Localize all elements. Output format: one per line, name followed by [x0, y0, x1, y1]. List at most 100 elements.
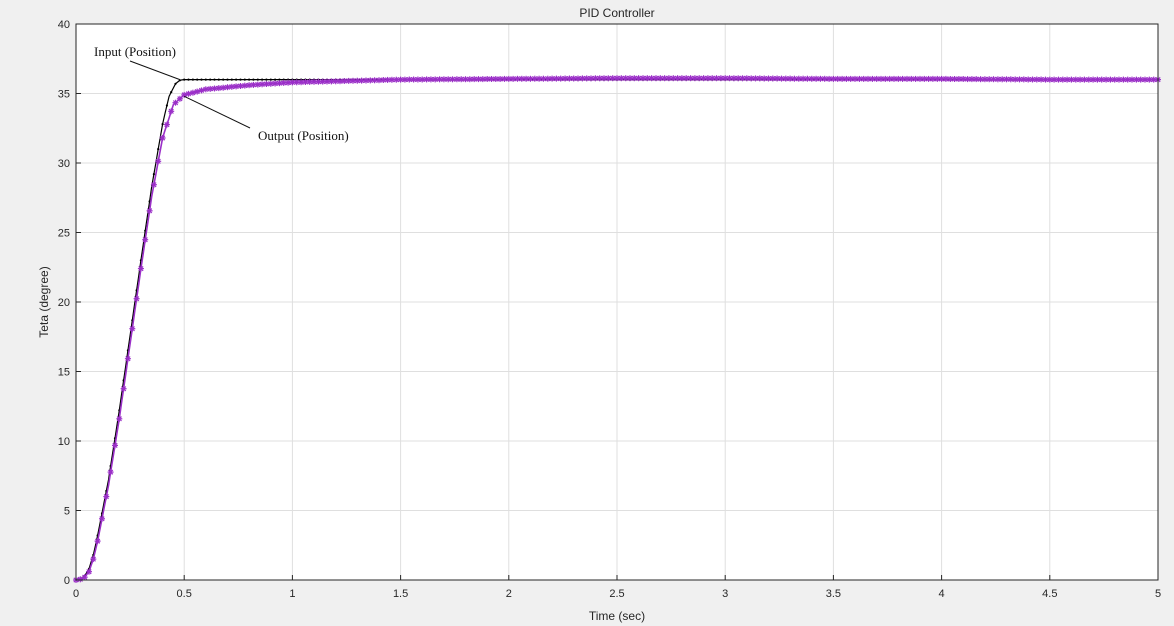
data-point: [276, 80, 283, 87]
x-tick-label: 1.5: [393, 588, 408, 600]
data-point: [226, 78, 229, 81]
data-point: [1081, 76, 1088, 83]
annotation-output-position: Output (Position): [258, 128, 349, 143]
y-tick-label: 40: [58, 19, 70, 31]
data-point: [165, 104, 168, 107]
data-point: [159, 135, 166, 141]
data-point: [90, 556, 97, 563]
series-layer: [73, 75, 1161, 583]
data-point: [256, 78, 259, 81]
x-tick-label: 4: [939, 588, 945, 600]
data-point: [142, 236, 149, 243]
data-point: [813, 75, 820, 82]
data-point: [157, 148, 160, 151]
data-point: [217, 78, 220, 81]
data-point: [895, 75, 902, 82]
data-point: [152, 173, 155, 176]
data-point: [332, 78, 339, 85]
x-tick-label: 2: [506, 588, 512, 600]
data-point: [168, 108, 175, 115]
chart-title: PID Controller: [579, 6, 654, 20]
y-tick-label: 0: [64, 575, 70, 587]
data-point: [609, 75, 616, 82]
data-point: [215, 85, 222, 92]
data-point: [81, 574, 88, 581]
x-axis-label: Time (sec): [589, 609, 645, 623]
data-point: [183, 78, 186, 81]
data-point: [1072, 76, 1079, 83]
data-point: [990, 76, 997, 83]
y-tick-label: 15: [58, 367, 70, 379]
x-tick-label: 0: [73, 588, 79, 600]
data-point: [973, 76, 980, 83]
data-point: [248, 78, 251, 81]
data-point: [116, 415, 123, 422]
data-point: [579, 75, 586, 82]
data-point: [176, 95, 183, 102]
data-point: [77, 576, 84, 583]
data-point: [929, 75, 936, 82]
data-point: [960, 76, 967, 82]
data-point: [185, 90, 192, 97]
data-point: [319, 78, 326, 85]
y-tick-label: 5: [64, 506, 70, 518]
data-point: [99, 515, 105, 522]
data-point: [436, 76, 443, 83]
data-point: [497, 76, 504, 82]
data-point: [222, 78, 225, 81]
data-point: [908, 75, 915, 82]
data-point: [657, 75, 664, 82]
data-point: [103, 493, 110, 500]
data-point: [235, 78, 238, 81]
data-point: [722, 75, 729, 82]
data-point: [252, 78, 255, 81]
data-point: [107, 469, 114, 476]
data-point: [514, 75, 521, 82]
data-point: [120, 385, 127, 392]
data-point: [704, 75, 711, 82]
data-point: [518, 75, 525, 82]
ticks: 0 0.5 1 1.5 2 2.5 3 3.5 4 4.5 5 0 5 10 15 20 25 30 35 40: [58, 19, 1161, 600]
data-point: [921, 75, 928, 82]
x-tick-label: 5: [1155, 588, 1161, 600]
data-point: [800, 75, 807, 82]
data-point: [280, 79, 287, 86]
data-point: [94, 538, 101, 545]
data-point: [328, 78, 335, 85]
data-point: [129, 325, 136, 332]
data-point: [196, 78, 199, 81]
data-point: [213, 78, 216, 81]
data-point: [717, 75, 724, 82]
data-point: [575, 75, 581, 82]
data-point: [198, 87, 205, 94]
data-point: [220, 84, 227, 91]
data-point: [161, 123, 164, 126]
data-point: [1020, 76, 1027, 83]
data-point: [860, 75, 867, 82]
data-point: [354, 77, 361, 84]
data-point: [163, 121, 170, 128]
data-point: [1025, 76, 1032, 83]
data-point: [618, 75, 625, 82]
data-point: [955, 76, 962, 82]
annotations: Input (Position) Output (Position): [94, 44, 349, 143]
data-point: [274, 78, 277, 81]
data-point: [112, 442, 118, 449]
data-point: [1137, 76, 1144, 83]
data-point: [172, 99, 179, 106]
data-point: [137, 265, 144, 272]
data-point: [233, 83, 240, 90]
annotation-input-position: Input (Position): [94, 44, 176, 59]
data-point: [265, 78, 268, 81]
data-point: [170, 91, 173, 94]
grid: [76, 24, 1158, 580]
data-point: [614, 75, 620, 82]
data-point: [243, 78, 246, 81]
data-point: [124, 355, 131, 362]
data-point: [419, 76, 426, 83]
data-point: [191, 78, 194, 81]
data-point: [709, 75, 716, 82]
data-point: [237, 83, 244, 89]
data-point: [269, 78, 272, 81]
